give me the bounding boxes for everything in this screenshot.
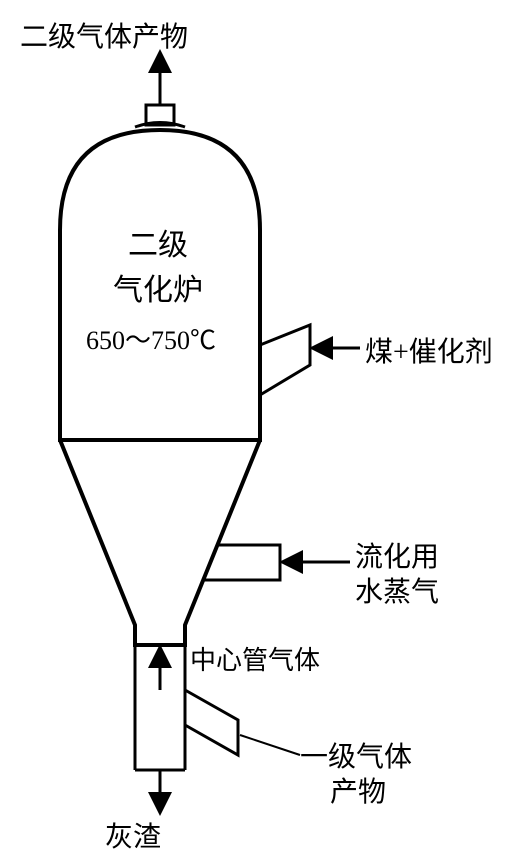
- label-vessel-line2: 气化炉: [113, 265, 203, 309]
- label-steam-line2: 水蒸气: [355, 570, 439, 610]
- label-center-pipe: 中心管气体: [190, 640, 320, 677]
- label-vessel-line1: 二级: [128, 220, 188, 264]
- label-primary-gas-line1: 一级气体: [300, 735, 412, 775]
- label-steam-line1: 流化用: [355, 535, 439, 575]
- label-top-output: 二级气体产物: [20, 15, 188, 55]
- label-coal-input: 煤+催化剂: [365, 330, 493, 370]
- label-ash: 灰渣: [105, 815, 161, 855]
- label-vessel-temp: 650～750℃: [86, 320, 216, 357]
- label-primary-gas-line2: 产物: [330, 770, 386, 810]
